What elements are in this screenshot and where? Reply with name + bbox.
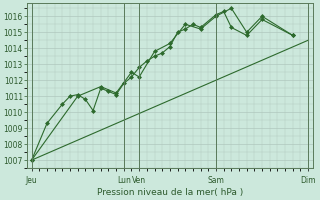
X-axis label: Pression niveau de la mer( hPa ): Pression niveau de la mer( hPa ) xyxy=(97,188,243,197)
